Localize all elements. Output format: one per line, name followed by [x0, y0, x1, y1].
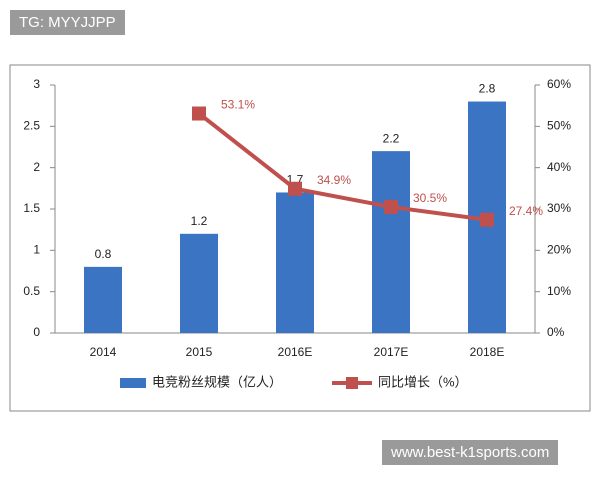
bar	[276, 192, 314, 333]
line-marker	[288, 181, 302, 196]
line-value-label: 30.5%	[413, 191, 447, 205]
line-value-label: 53.1%	[221, 98, 255, 112]
y-tick-label: 1	[33, 243, 40, 257]
legend-label: 同比增长（%）	[378, 374, 468, 389]
y2-tick-label: 0%	[547, 325, 565, 339]
line-value-label: 34.9%	[317, 173, 351, 187]
y2-tick-label: 60%	[547, 77, 571, 91]
bar-value-label: 2.8	[479, 82, 496, 96]
bar	[372, 151, 410, 333]
watermark: www.best-k1sports.com	[382, 440, 559, 465]
x-tick-label: 2015	[186, 345, 213, 359]
y-tick-label: 3	[33, 77, 40, 91]
y2-tick-label: 40%	[547, 160, 571, 174]
line-marker	[480, 212, 494, 227]
y2-tick-label: 30%	[547, 201, 571, 215]
line-value-label: 27.4%	[509, 204, 543, 218]
y-tick-label: 0.5	[23, 284, 40, 298]
bar	[180, 233, 218, 333]
y-tick-label: 2	[33, 160, 40, 174]
x-tick-label: 2017E	[374, 345, 409, 359]
bar-value-label: 0.8	[95, 247, 112, 261]
x-tick-label: 2018E	[470, 345, 505, 359]
legend-swatch	[120, 378, 146, 388]
line-marker	[384, 199, 398, 214]
watermark: TG: MYYJJPP	[10, 10, 125, 35]
legend-swatch	[346, 377, 358, 389]
bar-value-label: 1.2	[191, 214, 208, 228]
line-marker	[192, 106, 206, 121]
y-tick-label: 1.5	[23, 201, 40, 215]
bar	[84, 266, 122, 333]
x-tick-label: 2014	[90, 345, 117, 359]
bar-value-label: 2.2	[383, 131, 400, 145]
y-tick-label: 0	[33, 325, 40, 339]
y2-tick-label: 20%	[547, 243, 571, 257]
y2-tick-label: 10%	[547, 284, 571, 298]
y-tick-label: 2.5	[23, 119, 40, 133]
line	[197, 111, 488, 222]
y2-tick-label: 50%	[547, 119, 571, 133]
x-tick-label: 2016E	[278, 345, 313, 359]
legend-label: 电竞粉丝规模（亿人）	[152, 374, 282, 389]
